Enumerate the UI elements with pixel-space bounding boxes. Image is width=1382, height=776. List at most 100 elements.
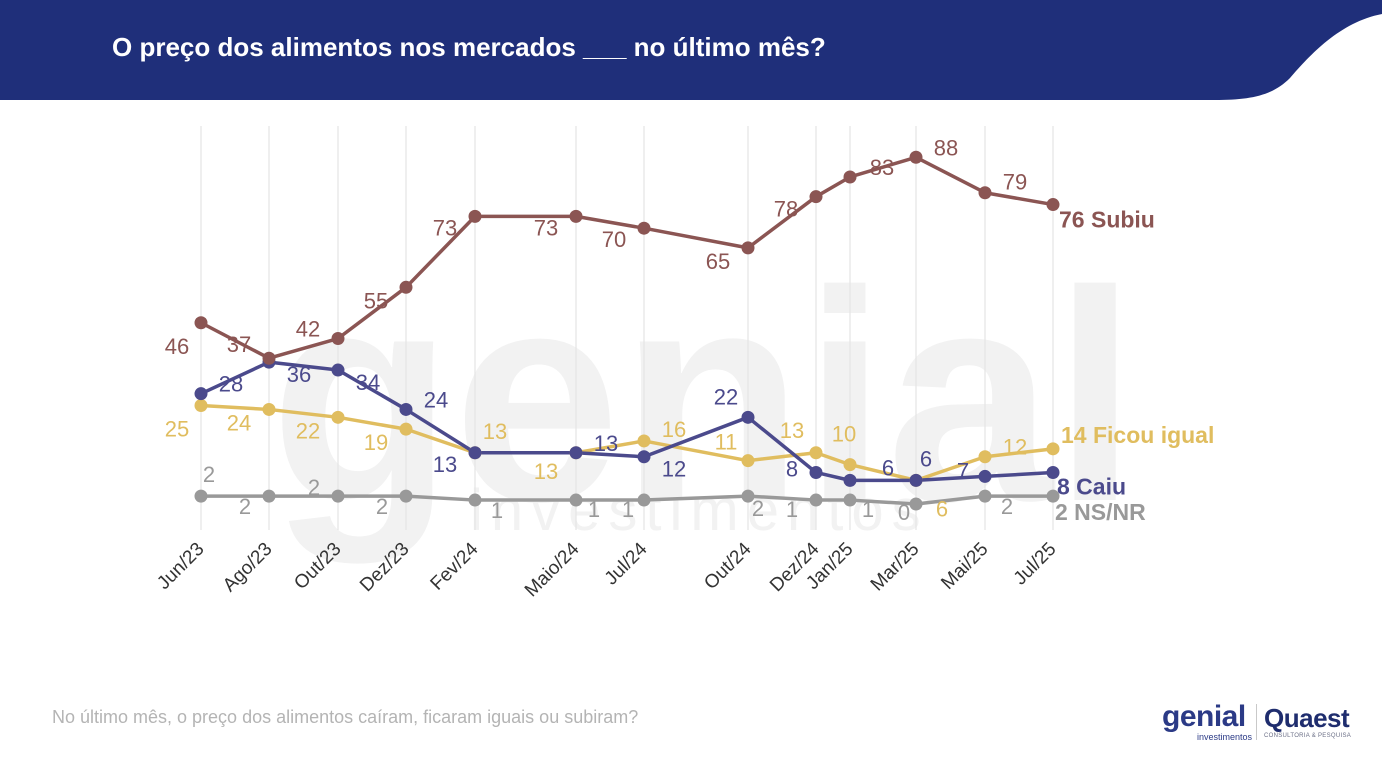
data-label: 2 bbox=[1001, 494, 1013, 519]
data-label: 12 bbox=[1003, 435, 1027, 460]
page-title: O preço dos alimentos nos mercados ___ n… bbox=[112, 32, 826, 62]
x-tick-label: Jul/24 bbox=[601, 538, 652, 589]
data-label: 1 bbox=[786, 497, 798, 522]
series-end-label: 14 Ficou igual bbox=[1061, 422, 1214, 448]
series-end-label: 8 Caiu bbox=[1057, 473, 1126, 499]
data-label: 42 bbox=[296, 317, 320, 342]
data-label: 25 bbox=[165, 417, 189, 442]
data-point bbox=[331, 363, 345, 377]
data-point bbox=[331, 332, 345, 346]
genial-logo: genial investimentos bbox=[1162, 702, 1252, 744]
data-label: 12 bbox=[662, 457, 686, 482]
x-tick-label: Out/24 bbox=[700, 538, 755, 593]
data-point bbox=[194, 316, 208, 330]
data-point bbox=[843, 170, 857, 184]
data-label: 13 bbox=[534, 459, 558, 484]
data-label: 6 bbox=[936, 496, 948, 521]
quaest-logo-sub: CONSULTORIA & PESQUISA bbox=[1264, 733, 1352, 739]
data-point bbox=[909, 473, 923, 487]
data-point bbox=[809, 465, 823, 479]
series-end-label: 2 NS/NR bbox=[1055, 499, 1146, 525]
data-label: 1 bbox=[588, 497, 600, 522]
data-point bbox=[399, 489, 413, 503]
data-point bbox=[1046, 465, 1060, 479]
data-point bbox=[843, 458, 857, 472]
data-label: 79 bbox=[1003, 170, 1027, 195]
x-tick-label: Maio/24 bbox=[521, 538, 584, 601]
data-point bbox=[468, 493, 482, 507]
data-label: 46 bbox=[165, 334, 189, 359]
data-point bbox=[978, 450, 992, 464]
series-end-label: 76 Subiu bbox=[1059, 207, 1155, 233]
data-label: 13 bbox=[433, 452, 457, 477]
survey-question: No último mês, o preço dos alimentos caí… bbox=[52, 707, 639, 727]
data-label: 73 bbox=[433, 215, 457, 240]
data-point bbox=[809, 190, 823, 204]
data-point bbox=[843, 493, 857, 507]
data-label: 73 bbox=[534, 215, 558, 240]
data-point bbox=[399, 280, 413, 294]
data-label: 28 bbox=[219, 372, 243, 397]
data-label: 78 bbox=[774, 197, 798, 222]
footer-logos: genial investimentos Quaest CONSULTORIA … bbox=[1160, 700, 1360, 746]
data-label: 2 bbox=[752, 496, 764, 521]
x-tick-label: Dez/23 bbox=[356, 539, 413, 596]
x-tick-label: Jun/23 bbox=[153, 539, 208, 594]
x-tick-label: Out/23 bbox=[290, 539, 345, 594]
data-label: 22 bbox=[714, 384, 738, 409]
data-label: 34 bbox=[356, 370, 380, 395]
data-point bbox=[637, 493, 651, 507]
data-label: 24 bbox=[227, 410, 251, 435]
data-point bbox=[262, 489, 276, 503]
data-point bbox=[399, 422, 413, 436]
data-label: 0 bbox=[898, 500, 910, 525]
data-label: 55 bbox=[364, 288, 388, 313]
data-point bbox=[399, 402, 413, 416]
data-point bbox=[741, 454, 755, 468]
quaest-logo: Quaest CONSULTORIA & PESQUISA bbox=[1264, 704, 1360, 744]
data-label: 16 bbox=[662, 417, 686, 442]
data-label: 2 bbox=[376, 494, 388, 519]
data-point bbox=[194, 489, 208, 503]
data-point bbox=[1046, 198, 1060, 212]
data-label: 2 bbox=[203, 462, 215, 487]
data-label: 13 bbox=[594, 431, 618, 456]
data-label: 6 bbox=[920, 446, 932, 471]
data-point bbox=[569, 209, 583, 223]
data-point bbox=[194, 387, 208, 401]
data-label: 8 bbox=[786, 456, 798, 481]
data-point bbox=[741, 410, 755, 424]
data-point bbox=[637, 221, 651, 235]
data-point bbox=[468, 446, 482, 460]
data-label: 2 bbox=[239, 494, 251, 519]
x-tick-label: Fev/24 bbox=[427, 538, 483, 594]
data-label: 22 bbox=[296, 418, 320, 443]
series-end-labels: 2 NS/NR 14 Ficou igual 8 Caiu 76 Subiu bbox=[1055, 207, 1214, 526]
data-label: 1 bbox=[491, 498, 503, 523]
data-point bbox=[741, 489, 755, 503]
data-label: 65 bbox=[706, 249, 730, 274]
data-label: 1 bbox=[622, 497, 634, 522]
data-point bbox=[909, 150, 923, 164]
data-point bbox=[978, 469, 992, 483]
x-tick-label: Ago/23 bbox=[219, 539, 276, 596]
data-point bbox=[843, 473, 857, 487]
data-label: 13 bbox=[483, 419, 507, 444]
data-label: 11 bbox=[715, 430, 738, 455]
data-label: 83 bbox=[870, 155, 894, 180]
data-label: 13 bbox=[780, 418, 804, 443]
data-point bbox=[569, 446, 583, 460]
data-point bbox=[637, 450, 651, 464]
data-point bbox=[741, 241, 755, 255]
data-point bbox=[331, 410, 345, 424]
data-label: 19 bbox=[364, 430, 388, 455]
data-label: 1 bbox=[862, 497, 874, 522]
data-label: 2 bbox=[308, 475, 320, 500]
data-point bbox=[569, 493, 583, 507]
genial-logo-sub: investimentos bbox=[1196, 732, 1252, 742]
series-points bbox=[194, 150, 1060, 511]
data-point bbox=[331, 489, 345, 503]
